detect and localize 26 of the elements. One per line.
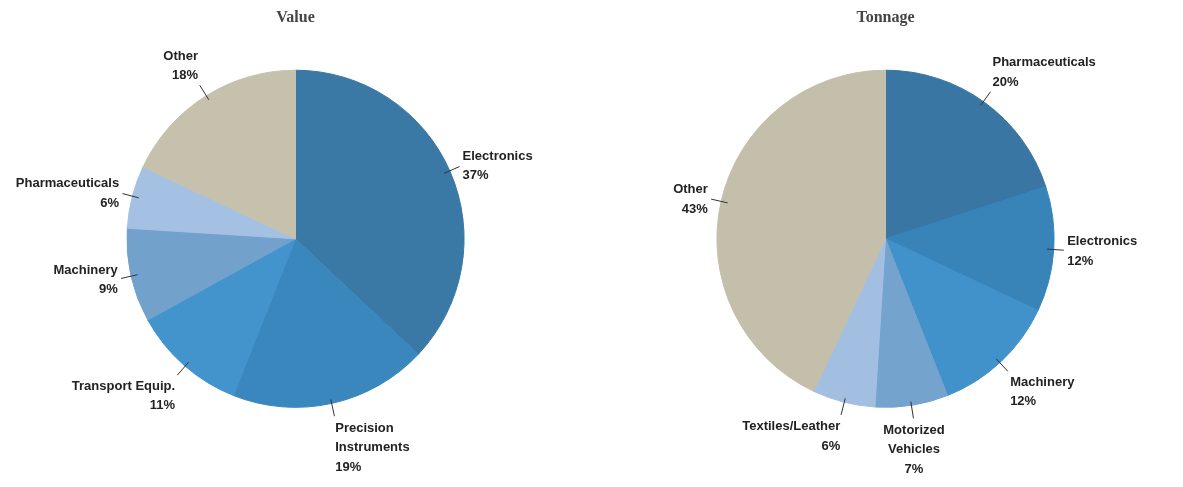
slice-label: Other bbox=[163, 47, 198, 63]
slice-label: Precision Instruments bbox=[335, 419, 410, 455]
data-label: 18% bbox=[171, 67, 199, 83]
data-label: 11% bbox=[149, 397, 176, 413]
chart-title: Value bbox=[276, 7, 315, 25]
slice-label: Textiles/Leather bbox=[742, 418, 841, 434]
slice-label: Motorized Vehicles bbox=[883, 421, 945, 457]
slice-label: Machinery bbox=[1010, 373, 1076, 389]
data-label: 7% bbox=[904, 460, 924, 476]
data-label: 37% bbox=[462, 167, 490, 183]
data-label: 20% bbox=[992, 73, 1019, 89]
data-label: 9% bbox=[99, 281, 119, 297]
slice-label: Transport Equip. bbox=[71, 377, 176, 393]
data-label: 6% bbox=[100, 194, 120, 210]
slice-label: Pharmaceuticals bbox=[992, 54, 1096, 70]
data-label: 6% bbox=[821, 437, 841, 453]
slice-label: Other bbox=[673, 181, 708, 197]
slice-label: Electronics bbox=[462, 147, 533, 163]
slice-label: Electronics bbox=[1067, 233, 1138, 249]
data-label: 12% bbox=[1010, 393, 1037, 409]
slice-label: Machinery bbox=[53, 261, 119, 277]
data-label: 43% bbox=[681, 200, 709, 216]
data-label: 12% bbox=[1067, 252, 1094, 268]
slice-label: Pharmaceuticals bbox=[15, 175, 120, 191]
chart-title: Tonnage bbox=[856, 7, 915, 26]
data-label: 19% bbox=[335, 458, 362, 474]
